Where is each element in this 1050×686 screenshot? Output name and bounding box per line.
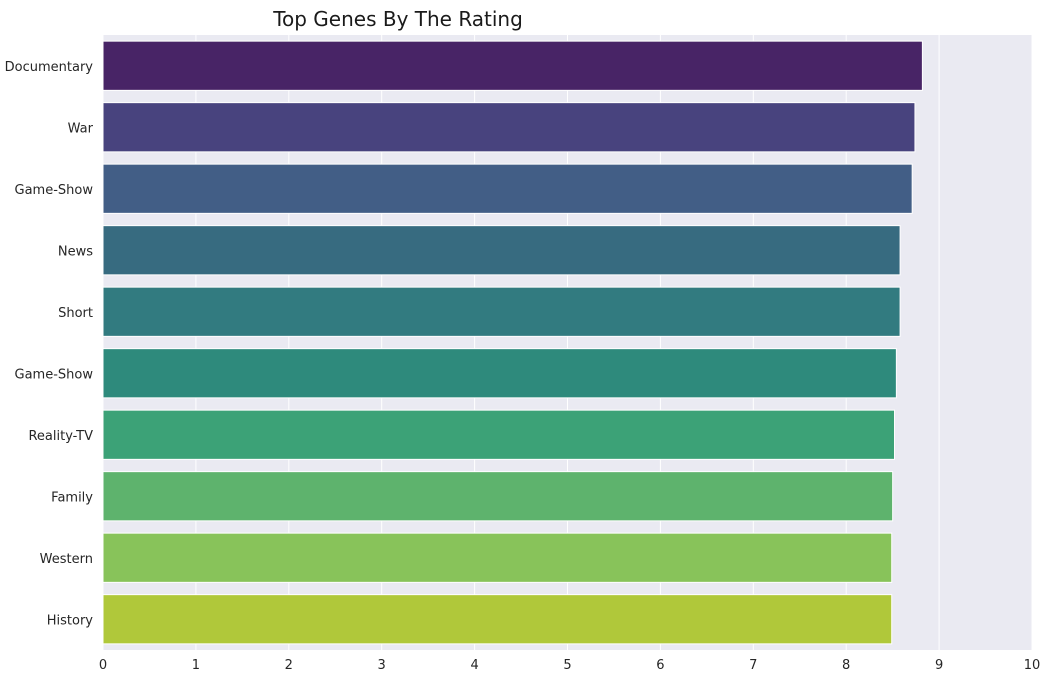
x-tick-label: 10 [1024, 658, 1041, 673]
x-tick-label: 0 [99, 658, 107, 673]
x-tick-label: 4 [470, 658, 478, 673]
bar-history [102, 594, 893, 645]
bar-game-show [102, 163, 913, 214]
x-tick-labels: 0 1 2 3 4 5 6 7 8 9 10 [99, 658, 1040, 673]
x-tick-label: 3 [378, 658, 386, 673]
x-tick-label: 1 [192, 658, 200, 673]
y-tick-label: Game-Show [15, 367, 94, 382]
bars [102, 40, 923, 645]
x-tick-label: 5 [563, 658, 571, 673]
bar-reality-tv [102, 409, 896, 460]
x-tick-label: 2 [285, 658, 293, 673]
x-tick-label: 7 [749, 658, 757, 673]
bar-news [102, 225, 901, 276]
chart-title: Top Genes By The Rating [272, 7, 523, 31]
bar-documentary [102, 40, 923, 91]
y-tick-labels: Documentary War Game-Show News Short Game-Sho… [5, 60, 94, 629]
bar-short [102, 286, 901, 337]
y-tick-label: Documentary [5, 60, 94, 75]
y-tick-label: Western [40, 552, 93, 567]
y-tick-label: Game-Show [15, 183, 94, 198]
x-tick-label: 8 [842, 658, 850, 673]
y-tick-label: Family [51, 490, 93, 505]
y-tick-label: History [47, 613, 94, 628]
y-tick-label: Short [58, 306, 93, 321]
bar-family [102, 471, 894, 522]
y-tick-label: News [58, 244, 93, 259]
y-tick-label: Reality-TV [28, 429, 93, 444]
x-tick-label: 9 [935, 658, 943, 673]
x-tick-label: 6 [656, 658, 664, 673]
bar-war [102, 102, 916, 153]
bar-western [102, 532, 893, 583]
bar-game-show [102, 348, 897, 399]
y-tick-label: War [68, 121, 94, 136]
